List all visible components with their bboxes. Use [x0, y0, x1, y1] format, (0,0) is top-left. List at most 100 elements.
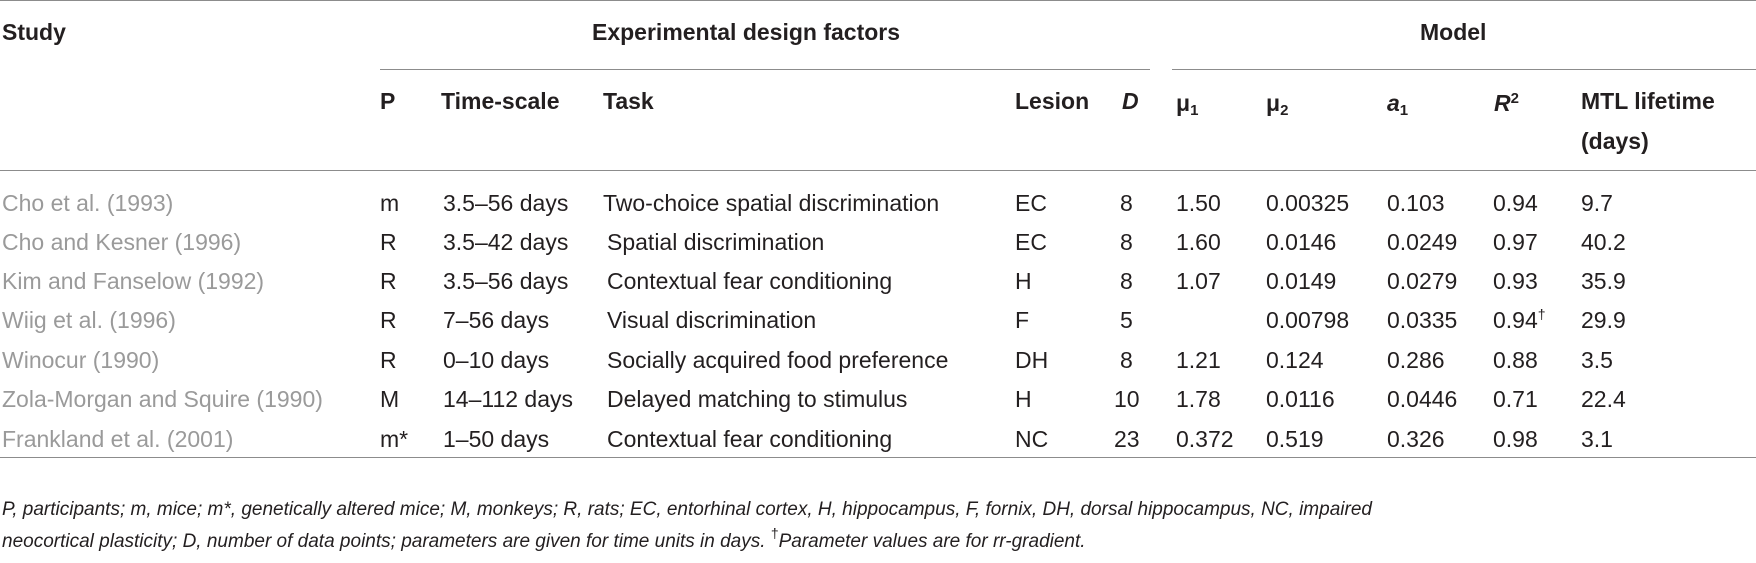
cell-mtl: 22.4 [1581, 386, 1626, 412]
cell-p: R [380, 347, 397, 373]
cell-d: 23 [1114, 426, 1140, 452]
header-mtl-line2: (days) [1581, 128, 1649, 154]
header-mu1: μ1 [1176, 89, 1198, 118]
cell-study: Cho and Kesner (1996) [2, 229, 242, 255]
mu1-symbol: μ [1176, 90, 1191, 116]
dagger-mark: † [1537, 306, 1546, 322]
cell-lesion: F [1015, 307, 1030, 333]
header-bottom-rule [0, 170, 1756, 171]
cell-a1: 0.286 [1387, 347, 1445, 373]
cell-r2: 0.88 [1493, 347, 1538, 373]
cell-mu2: 0.00325 [1266, 190, 1350, 216]
header-model-group: Model [1420, 19, 1487, 45]
cell-a1: 0.103 [1387, 190, 1445, 216]
cell-a1: 0.0249 [1387, 229, 1458, 255]
r2-symbol: R [1494, 90, 1511, 116]
header-study: Study [2, 19, 66, 45]
cell-d: 8 [1120, 347, 1133, 373]
cell-r2: 0.94† [1493, 306, 1546, 334]
cell-lesion: EC [1015, 229, 1047, 255]
r2-value: 0.94 [1493, 307, 1538, 333]
cell-d: 8 [1120, 268, 1133, 294]
cell-p: R [380, 307, 397, 333]
top-rule [0, 0, 1756, 1]
footnote-tail: Parameter values are for rr-gradient. [778, 531, 1086, 552]
cell-a1: 0.0279 [1387, 268, 1458, 294]
cell-timescale: 3.5–42 days [443, 229, 569, 255]
cell-task: Two-choice spatial discrimination [603, 190, 940, 216]
cell-task: Delayed matching to stimulus [607, 386, 908, 412]
cell-mu2: 0.519 [1266, 426, 1324, 452]
cell-lesion: NC [1015, 426, 1049, 452]
cell-mu2: 0.00798 [1266, 307, 1350, 333]
footnote-dagger: † [770, 525, 779, 541]
footnote-text: neocortical plasticity; D, number of dat… [2, 531, 771, 552]
header-task: Task [603, 88, 654, 114]
cell-mtl: 40.2 [1581, 229, 1626, 255]
cell-mu2: 0.0146 [1266, 229, 1337, 255]
cell-mu1: 1.78 [1176, 386, 1221, 412]
cell-p: m [380, 190, 400, 216]
cell-timescale: 1–50 days [443, 426, 550, 452]
cell-mu1: 1.07 [1176, 268, 1221, 294]
cell-mu2: 0.0149 [1266, 268, 1337, 294]
cell-p: M [380, 386, 400, 412]
cell-study: Zola-Morgan and Squire (1990) [2, 386, 323, 412]
cell-study: Frankland et al. (2001) [2, 426, 234, 452]
r2-superscript: 2 [1510, 90, 1519, 107]
cell-d: 10 [1114, 386, 1140, 412]
cell-mu1: 1.21 [1176, 347, 1221, 373]
a1-subscript: 1 [1399, 102, 1409, 119]
cell-r2: 0.94 [1493, 190, 1538, 216]
cell-timescale: 0–10 days [443, 347, 550, 373]
cell-mu1: 0.372 [1176, 426, 1234, 452]
cell-a1: 0.0335 [1387, 307, 1458, 333]
cell-mtl: 29.9 [1581, 307, 1626, 333]
cell-study: Winocur (1990) [2, 347, 160, 373]
header-a1: a1 [1387, 89, 1409, 119]
header-d: D [1122, 88, 1139, 114]
cell-task: Spatial discrimination [607, 229, 825, 255]
header-lesion: Lesion [1015, 88, 1090, 114]
cell-timescale: 7–56 days [443, 307, 550, 333]
footnote-line-1: P, participants; m, mice; m*, geneticall… [2, 499, 1372, 520]
cell-study: Wiig et al. (1996) [2, 307, 176, 333]
header-r2: R2 [1494, 89, 1519, 117]
cell-mtl: 35.9 [1581, 268, 1626, 294]
header-mu2: μ2 [1266, 89, 1288, 118]
mu2-symbol: μ [1266, 90, 1281, 116]
cell-mu2: 0.0116 [1266, 386, 1335, 412]
header-timescale: Time-scale [441, 88, 560, 114]
cell-a1: 0.326 [1387, 426, 1445, 452]
cell-p: R [380, 268, 397, 294]
cell-lesion: H [1015, 386, 1032, 412]
cell-p: R [380, 229, 397, 255]
header-mtl-line1: MTL lifetime [1581, 88, 1715, 114]
cell-mu1: 1.60 [1176, 229, 1221, 255]
cell-r2: 0.71 [1493, 386, 1538, 412]
cell-task: Visual discrimination [607, 307, 817, 333]
table-bottom-rule [0, 457, 1756, 458]
cell-lesion: DH [1015, 347, 1049, 373]
cell-d: 8 [1120, 190, 1133, 216]
footnote-line-2: neocortical plasticity; D, number of dat… [2, 525, 1086, 556]
cell-study: Cho et al. (1993) [2, 190, 174, 216]
cell-r2: 0.98 [1493, 426, 1538, 452]
cell-timescale: 3.5–56 days [443, 190, 569, 216]
model-group-rule [1172, 69, 1756, 70]
cell-mu1: 1.50 [1176, 190, 1221, 216]
cell-mu2: 0.124 [1266, 347, 1324, 373]
cell-task: Socially acquired food preference [607, 347, 949, 373]
cell-task: Contextual fear conditioning [607, 426, 893, 452]
cell-d: 8 [1120, 229, 1133, 255]
cell-mtl: 3.1 [1581, 426, 1613, 452]
header-p: P [380, 88, 396, 114]
cell-timescale: 3.5–56 days [443, 268, 569, 294]
cell-r2: 0.97 [1493, 229, 1538, 255]
cell-d: 5 [1120, 307, 1133, 333]
design-group-rule [380, 69, 1150, 70]
cell-p: m* [380, 426, 409, 452]
cell-timescale: 14–112 days [443, 386, 574, 412]
cell-r2: 0.93 [1493, 268, 1538, 294]
cell-lesion: H [1015, 268, 1032, 294]
